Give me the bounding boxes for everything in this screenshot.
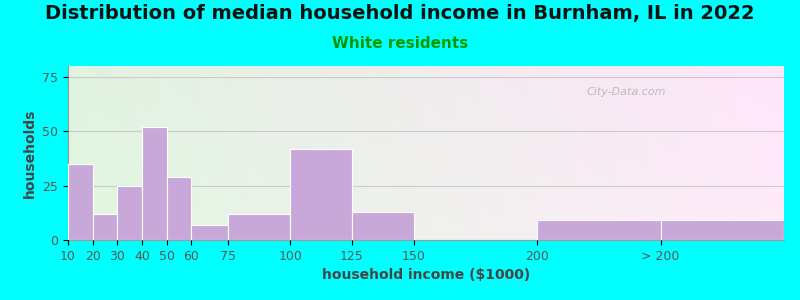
Bar [290, 148, 352, 240]
Bar [166, 177, 191, 240]
Bar [191, 225, 229, 240]
Bar [93, 214, 118, 240]
Text: City-Data.com: City-Data.com [586, 87, 666, 97]
Text: White residents: White residents [332, 36, 468, 51]
Bar [118, 186, 142, 240]
Bar [229, 214, 290, 240]
Text: Distribution of median household income in Burnham, IL in 2022: Distribution of median household income … [45, 4, 755, 23]
Y-axis label: households: households [22, 108, 37, 198]
Bar [68, 164, 93, 240]
Bar [142, 127, 166, 240]
Bar [537, 220, 661, 240]
X-axis label: household income ($1000): household income ($1000) [322, 268, 530, 282]
Bar [352, 212, 414, 240]
Bar [661, 220, 784, 240]
